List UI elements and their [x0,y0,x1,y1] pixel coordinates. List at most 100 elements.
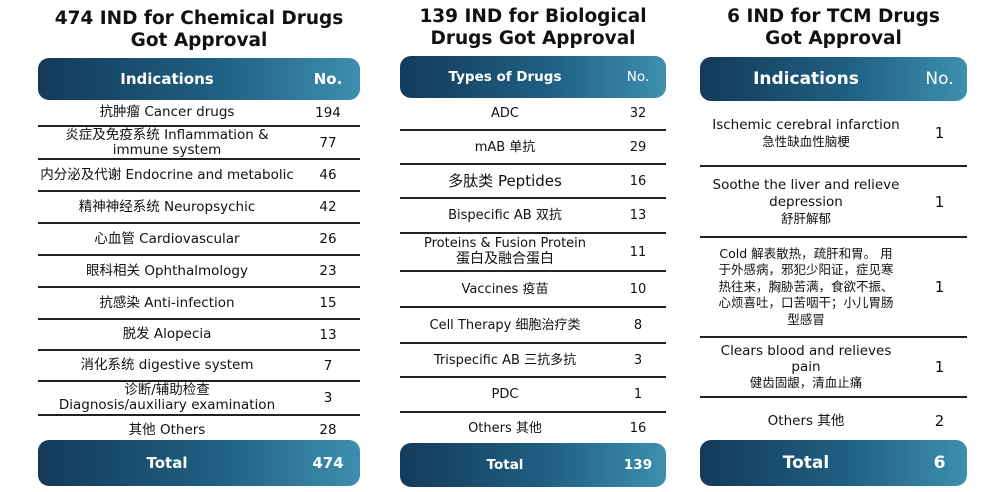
row-value: 15 [319,295,337,311]
row-label: 抗感染 Anti-infection [38,288,296,318]
biological-table-header: Types of Drugs No. [400,56,666,98]
row-label-text: mAB 单抗 [474,139,536,155]
row-label-line: Others 其他 [767,412,845,429]
row-value: 42 [319,199,337,215]
tcm-title-line2: Got Approval [765,28,902,49]
row-label-line: 于外感病，邪犯少阳证，症见寒 [718,262,894,278]
row-value: 16 [629,420,647,436]
row-label: 多肽类 Peptides [400,165,610,197]
biological-total-value: 139 [623,457,653,473]
table-row: PDC 1 [400,378,666,413]
table-row: 精神神经系统 Neuropsychic 42 [38,192,360,224]
row-value: 32 [629,106,647,121]
tcm-header-indications: Indications [753,69,859,89]
table-row: Clears blood and relieves pain 健齿固龈，清血止痛… [700,338,967,398]
row-label-text: PDC [491,387,519,402]
row-label: Vaccines 疫苗 [400,272,610,306]
table-row: mAB 单抗 29 [400,131,666,165]
biological-total-label: Total [486,457,524,473]
row-label-text: Others 其他 [468,420,542,436]
table-row: 眼科相关 Ophthalmology 23 [38,256,360,288]
row-value: 3 [633,352,643,368]
table-row: 脱发 Alopecia 13 [38,320,360,351]
tcm-title: 6 IND for TCM Drugs Got Approval [700,6,967,50]
row-value: 28 [319,422,337,438]
row-label-line: Soothe the liver and relieve [712,176,900,193]
row-value: 46 [319,167,337,183]
chemical-title-line2: Got Approval [130,30,268,51]
row-label-line: 心烦喜吐，口苦咽干；小儿胃肠 [718,295,894,311]
row-label-text: Proteins & Fusion Protein [423,236,587,251]
row-label-text-2: immune system [112,141,222,158]
biological-title-line1: 139 IND for Biological [419,6,647,27]
table-row: 内分泌及代谢 Endocrine and metabolic 46 [38,160,360,192]
chemical-title-line1: 474 IND for Chemical Drugs [54,8,344,29]
row-label: 消化系统 digestive system [38,351,296,380]
row-label: 其他 Others [38,416,296,444]
tcm-total-label: Total [782,453,830,473]
row-label-line: depression [769,193,843,210]
row-label: Others 其他 [700,398,912,444]
table-row: 抗肿瘤 Cancer drugs 194 [38,100,360,127]
table-row: Ischemic cerebral infarction 急性缺血性脑梗 1 [700,101,967,167]
chemical-header-indications: Indications [120,70,214,88]
row-label: 抗肿瘤 Cancer drugs [38,100,296,125]
row-label-text: 炎症及免疫系统 Inflammation & [65,126,269,143]
row-value: 1 [934,358,945,376]
table-row: Proteins & Fusion Protein 蛋白及融合蛋白 11 [400,234,666,272]
row-label: 诊断/辅助检查 Diagnosis/auxiliary examination [38,382,296,414]
row-label-line: 健齿固龈，清血止痛 [749,375,863,390]
table-row: Cold 解表散热，疏肝和胃。 用 于外感病，邪犯少阳证，症见寒 热往来，胸胁苦… [700,238,967,338]
tcm-drugs-panel: 6 IND for TCM Drugs Got Approval Indicat… [700,0,967,492]
chemical-total-value: 474 [312,454,344,472]
row-label-text-2: 蛋白及融合蛋白 [456,251,554,267]
table-row: Others 其他 16 [400,413,666,443]
biological-drugs-panel: 139 IND for Biological Drugs Got Approva… [400,0,666,492]
row-label-text: Cell Therapy 细胞治疗类 [429,317,581,333]
row-label-text: 眼科相关 Ophthalmology [86,262,248,279]
table-row: Cell Therapy 细胞治疗类 8 [400,308,666,344]
row-value: 26 [319,231,337,247]
table-row: 抗感染 Anti-infection 15 [38,288,360,320]
row-label-line: pain [791,359,821,375]
row-label: 精神神经系统 Neuropsychic [38,192,296,222]
table-row: Vaccines 疫苗 10 [400,272,666,308]
row-label: Bispecific AB 双抗 [400,199,610,232]
chemical-title: 474 IND for Chemical Drugs Got Approval [38,8,360,52]
row-label-text: 诊断/辅助检查 [124,382,210,398]
row-label: Cold 解表散热，疏肝和胃。 用 于外感病，邪犯少阳证，症见寒 热往来，胸胁苦… [700,238,912,336]
row-label: Trispecific AB 三抗多抗 [400,344,610,376]
row-value: 194 [315,104,341,121]
table-row: 诊断/辅助检查 Diagnosis/auxiliary examination … [38,382,360,416]
row-label: 眼科相关 Ophthalmology [38,256,296,286]
row-label: ADC [400,98,610,129]
biological-title-line2: Drugs Got Approval [430,28,636,49]
row-value: 29 [629,139,647,155]
row-label-text: 抗肿瘤 Cancer drugs [99,104,235,120]
row-label-line: 舒肝解郁 [780,210,831,226]
row-value: 1 [633,387,643,402]
chemical-total-label: Total [146,454,188,472]
table-row: Trispecific AB 三抗多抗 3 [400,344,666,378]
row-label-text: 多肽类 Peptides [448,171,562,190]
row-label-line: Cold 解表散热，疏肝和胃。 用 [719,245,893,261]
row-value: 2 [934,412,945,430]
row-label-text: Trispecific AB 三抗多抗 [433,352,577,368]
row-label: Proteins & Fusion Protein 蛋白及融合蛋白 [400,234,610,270]
row-label: 脱发 Alopecia [38,320,296,349]
row-label-line: Ischemic cerebral infarction [712,116,900,133]
table-row: Soothe the liver and relieve depression … [700,167,967,238]
row-label-text: ADC [491,106,519,121]
row-label: Soothe the liver and relieve depression … [700,167,912,236]
biological-title: 139 IND for Biological Drugs Got Approva… [400,6,666,50]
row-value: 16 [629,173,647,189]
table-row: Bispecific AB 双抗 13 [400,199,666,234]
row-label: 心血管 Cardiovascular [38,224,296,254]
tcm-title-line1: 6 IND for TCM Drugs [727,6,940,27]
row-label-text: Vaccines 疫苗 [461,281,549,297]
table-row: Others 其他 2 [700,398,967,444]
row-label-line: Clears blood and relieves [720,343,892,359]
chemical-header-no: No. [313,70,343,88]
row-label: PDC [400,378,610,411]
row-label-text: 消化系统 digestive system [80,357,254,373]
